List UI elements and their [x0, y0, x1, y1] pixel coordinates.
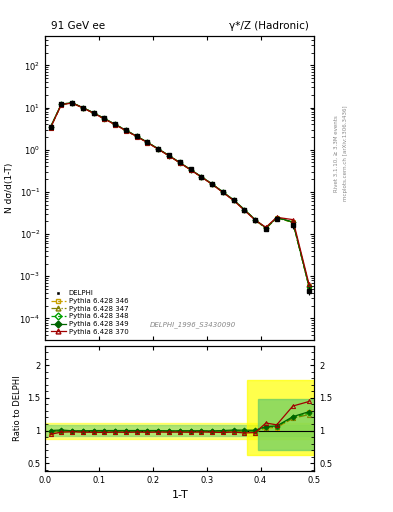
Bar — [247, 379, 314, 455]
Text: mcplots.cern.ch [arXiv:1306.3436]: mcplots.cern.ch [arXiv:1306.3436] — [343, 106, 347, 201]
Bar — [258, 399, 314, 450]
Y-axis label: Ratio to DELPHI: Ratio to DELPHI — [13, 375, 22, 441]
Legend: DELPHI, Pythia 6.428 346, Pythia 6.428 347, Pythia 6.428 348, Pythia 6.428 349, : DELPHI, Pythia 6.428 346, Pythia 6.428 3… — [49, 288, 130, 337]
Text: DELPHI_1996_S3430090: DELPHI_1996_S3430090 — [150, 322, 236, 328]
Text: Rivet 3.1.10, ≥ 3.3M events: Rivet 3.1.10, ≥ 3.3M events — [334, 115, 338, 192]
Bar — [45, 425, 314, 436]
X-axis label: 1-T: 1-T — [171, 490, 188, 500]
Y-axis label: N dσ/d(1-T): N dσ/d(1-T) — [5, 163, 14, 214]
Bar — [45, 423, 314, 439]
Text: 91 GeV ee: 91 GeV ee — [51, 22, 105, 31]
Text: γ*/Z (Hadronic): γ*/Z (Hadronic) — [229, 22, 309, 31]
